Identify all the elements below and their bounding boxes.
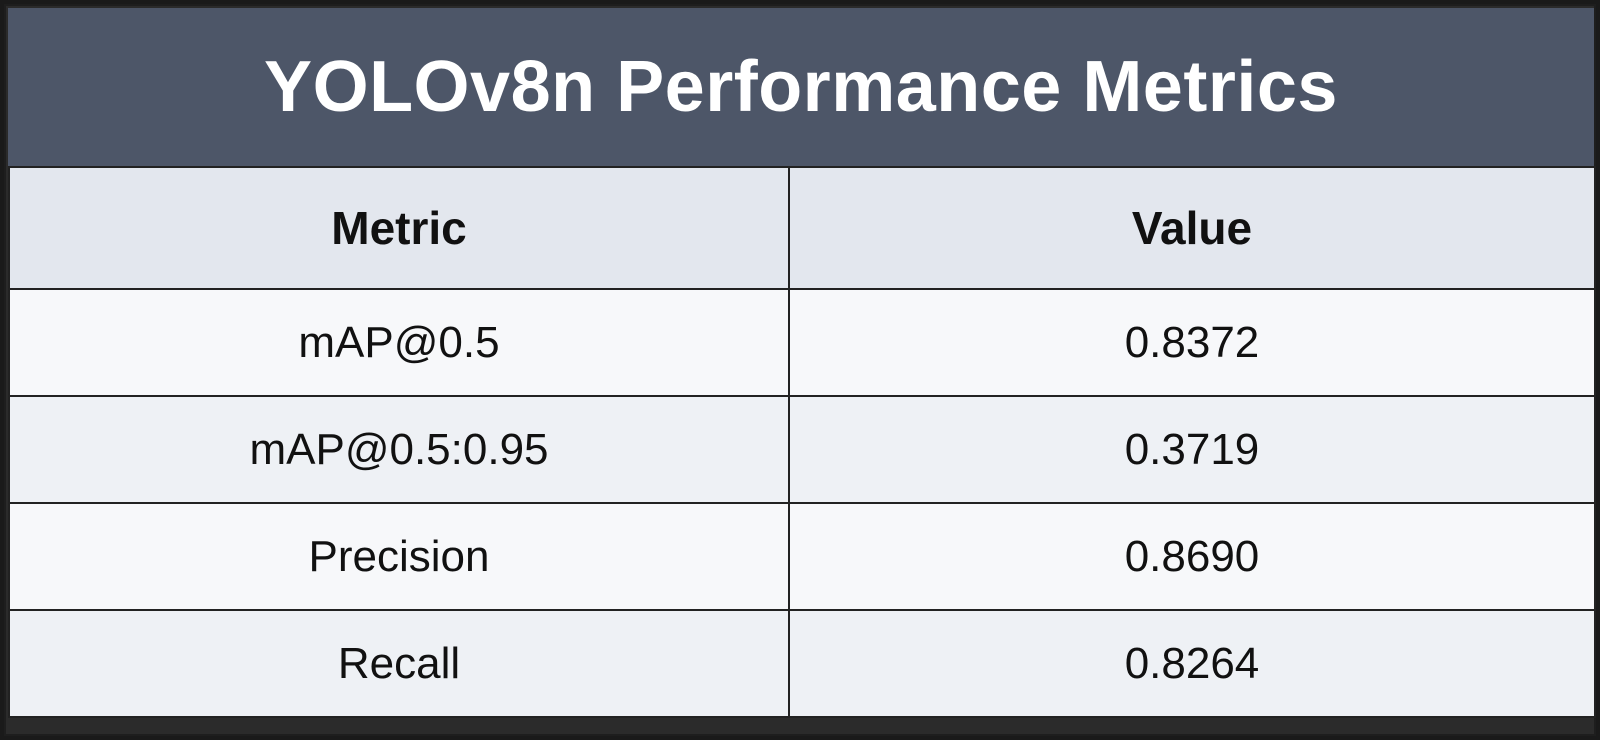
table-row: mAP@0.5 0.8372 bbox=[8, 288, 1596, 397]
metrics-table: Metric Value mAP@0.5 0.8372 mAP@0.5:0.95… bbox=[8, 166, 1596, 718]
page-title: YOLOv8n Performance Metrics bbox=[264, 47, 1338, 127]
metric-name-cell: Recall bbox=[8, 609, 790, 718]
table-row: Recall 0.8264 bbox=[8, 609, 1596, 718]
column-header-value: Value bbox=[788, 166, 1596, 290]
table-row: Precision 0.8690 bbox=[8, 502, 1596, 611]
metric-value-cell: 0.3719 bbox=[788, 395, 1596, 504]
metric-value-cell: 0.8264 bbox=[788, 609, 1596, 718]
metric-name-cell: mAP@0.5:0.95 bbox=[8, 395, 790, 504]
column-header-metric: Metric bbox=[8, 166, 790, 290]
title-bar: YOLOv8n Performance Metrics bbox=[8, 8, 1594, 166]
metric-value-cell: 0.8690 bbox=[788, 502, 1596, 611]
metric-name-cell: Precision bbox=[8, 502, 790, 611]
table-header-row: Metric Value bbox=[8, 166, 1596, 290]
table-row: mAP@0.5:0.95 0.3719 bbox=[8, 395, 1596, 504]
metrics-card: YOLOv8n Performance Metrics Metric Value… bbox=[4, 4, 1596, 736]
metric-name-cell: mAP@0.5 bbox=[8, 288, 790, 397]
metric-value-cell: 0.8372 bbox=[788, 288, 1596, 397]
